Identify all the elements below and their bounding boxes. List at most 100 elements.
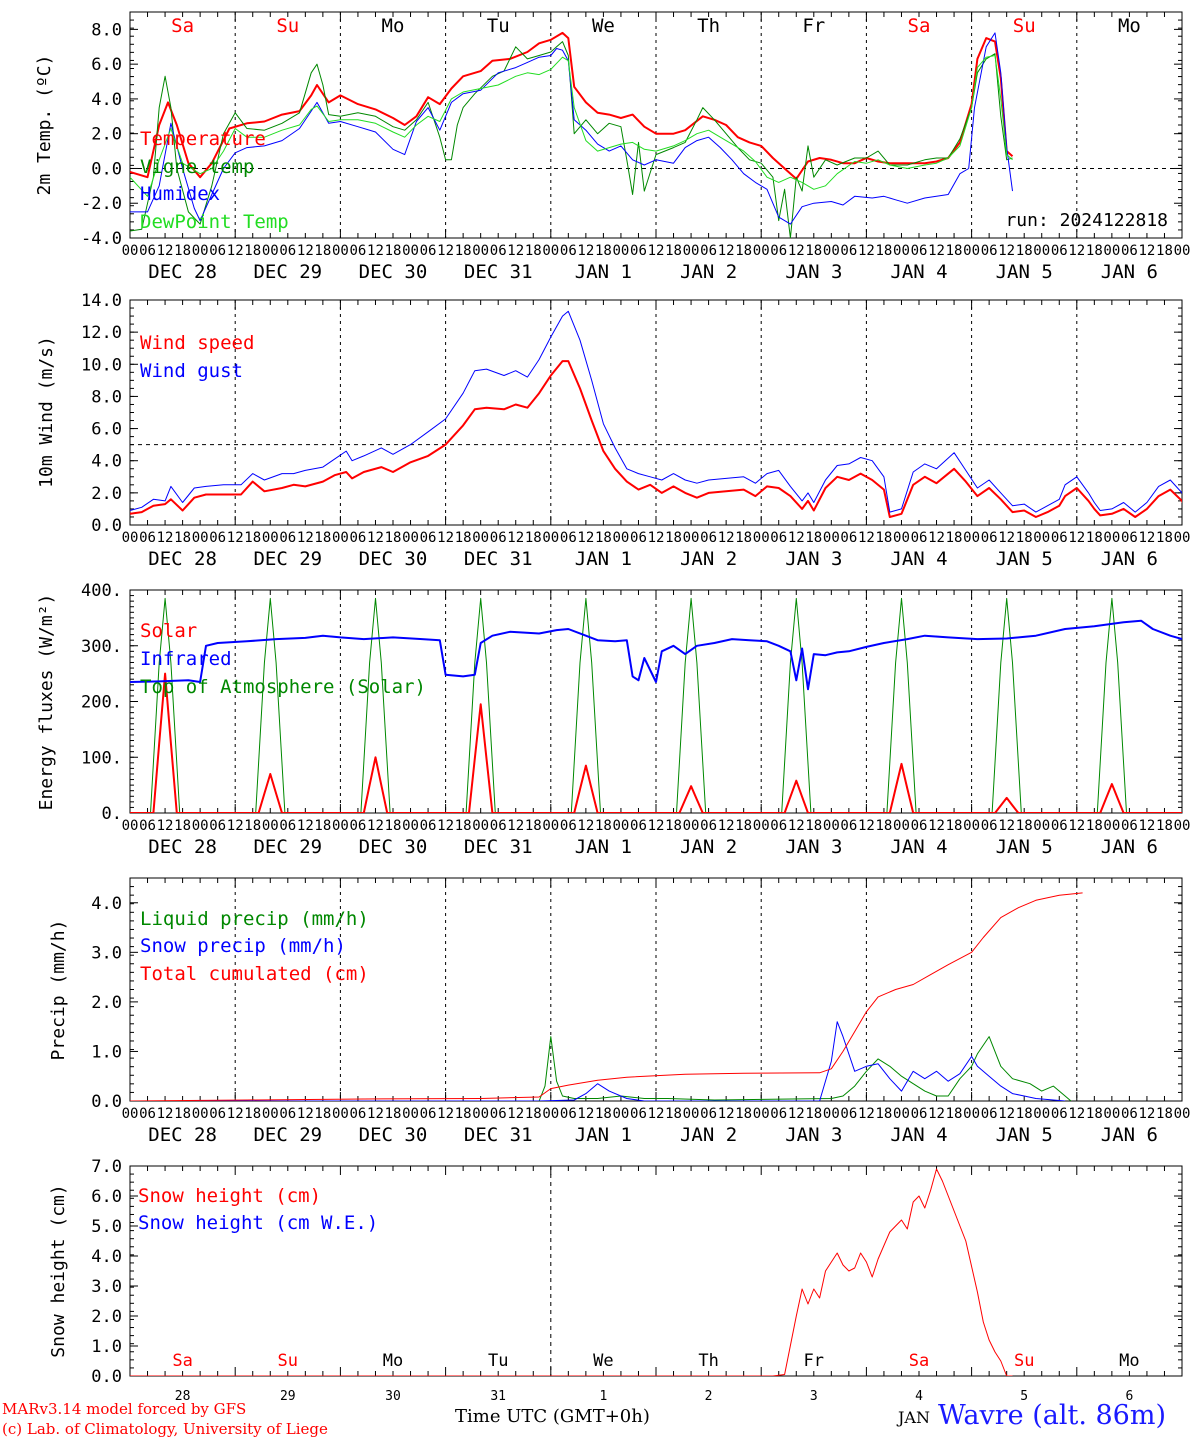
weekday-label: Fr: [802, 15, 825, 37]
y-tick-label: 0.0: [91, 1092, 122, 1112]
date-label: DEC 28: [148, 1124, 217, 1146]
hour-tick-label: 00: [1174, 530, 1191, 546]
hour-tick-label: 12: [437, 818, 454, 834]
y-tick-label: 3.0: [91, 943, 122, 963]
hour-tick-label: 00: [1033, 1106, 1050, 1122]
hour-tick-label: 06: [630, 530, 647, 546]
y-tick-label: -4.0: [81, 229, 122, 249]
legend-entry: Humidex: [140, 183, 220, 205]
hour-tick-label: 00: [1033, 530, 1050, 546]
date-label: JAN 5: [996, 1124, 1053, 1146]
hour-tick-label: 00: [893, 1106, 910, 1122]
y-tick-label: 2.0: [91, 1307, 122, 1327]
hour-tick-label: 00: [753, 530, 770, 546]
hour-tick-label: 06: [490, 818, 507, 834]
panel-4: 00 06 12 18 00 06 12 18 00 06 12 18 00 06 12 18 00 06 12 18…: [48, 877, 1190, 1146]
hour-tick-label: 18: [1156, 530, 1173, 546]
day-number-label: 29: [280, 1389, 296, 1404]
hour-tick-label: 12: [1068, 818, 1085, 834]
hour-tick-label: 12: [788, 1106, 805, 1122]
weekday-label: Su: [276, 15, 299, 37]
hour-tick-label: 00: [753, 818, 770, 834]
date-label: DEC 29: [253, 1124, 322, 1146]
hour-tick-label: 12: [718, 818, 735, 834]
hour-tick-label: 06: [911, 1106, 928, 1122]
hour-tick-label: 12: [437, 243, 454, 259]
hour-tick-label: 06: [279, 1106, 296, 1122]
hour-tick-label: 00: [613, 530, 630, 546]
hour-tick-label: 18: [1086, 1106, 1103, 1122]
hour-tick-label: 18: [1016, 243, 1033, 259]
legend-entry: Top of Atmosphere (Solar): [140, 676, 426, 698]
hour-tick-label: 00: [472, 818, 489, 834]
hour-tick-label: 06: [209, 530, 226, 546]
hour-tick-label: 12: [437, 1106, 454, 1122]
legend-entry: Total cumulated (cm): [140, 963, 369, 985]
legend-entry: Vigne temp: [140, 156, 254, 178]
hour-tick-label: 18: [455, 243, 472, 259]
hour-tick-label: 06: [560, 1106, 577, 1122]
weekday-label: Tu: [488, 1351, 508, 1371]
hour-tick-label: 06: [350, 530, 367, 546]
hour-tick-label: 06: [1121, 530, 1138, 546]
date-label: DEC 31: [464, 261, 533, 283]
hour-tick-label: 06: [420, 530, 437, 546]
hour-tick-label: 00: [192, 243, 209, 259]
hour-tick-label: 18: [1016, 1106, 1033, 1122]
hour-tick-label: 00: [332, 243, 349, 259]
date-label: DEC 30: [359, 548, 428, 570]
hour-tick-label: 06: [840, 243, 857, 259]
hour-tick-label: 00: [402, 243, 419, 259]
weekday-label: Mo: [1118, 15, 1141, 37]
hour-tick-label: 06: [420, 818, 437, 834]
y-tick-label: 14.0: [81, 291, 122, 311]
hour-tick-label: 06: [490, 530, 507, 546]
hour-tick-label: 00: [963, 243, 980, 259]
y-axis-label: 10m Wind (m/s): [36, 336, 57, 488]
hour-tick-label: 12: [437, 530, 454, 546]
y-tick-label: 6.0: [91, 55, 122, 75]
legend-entry: Temperature: [140, 128, 266, 150]
station-label: Wavre (alt. 86m): [938, 1400, 1166, 1431]
hour-tick-label: 18: [385, 243, 402, 259]
hour-tick-label: 06: [209, 243, 226, 259]
hour-tick-label: 18: [525, 243, 542, 259]
series-group: [130, 310, 1182, 518]
y-axis-label: Energy fluxes (W/m²): [36, 594, 57, 811]
hour-tick-label: 00: [472, 1106, 489, 1122]
day-number-label: 2: [705, 1389, 713, 1404]
hour-tick-label: 00: [893, 243, 910, 259]
hour-tick-label: 00: [192, 530, 209, 546]
hour-tick-label: 06: [630, 243, 647, 259]
hour-tick-label: 12: [1068, 530, 1085, 546]
date-label: JAN 5: [996, 548, 1053, 570]
date-label: DEC 30: [359, 261, 428, 283]
y-tick-label: 5.0: [91, 1217, 122, 1237]
hour-tick-label: 18: [1086, 243, 1103, 259]
hour-tick-label: 18: [946, 1106, 963, 1122]
y-tick-label: 12.0: [81, 323, 122, 343]
hour-tick-label: 18: [314, 818, 331, 834]
series-line-4: [130, 55, 1013, 197]
hour-tick-label: 00: [753, 1106, 770, 1122]
hour-tick-label: 12: [998, 1106, 1015, 1122]
hour-tick-label: 00: [472, 243, 489, 259]
hour-tick-label: 00: [1103, 1106, 1120, 1122]
hour-tick-label: 06: [420, 243, 437, 259]
weekday-label: We: [592, 15, 615, 37]
hour-tick-label: 06: [420, 1106, 437, 1122]
y-tick-label: 4.0: [91, 894, 122, 914]
hour-tick-label: 18: [174, 818, 191, 834]
y-tick-label: 8.0: [91, 20, 122, 40]
hour-tick-label: 18: [455, 1106, 472, 1122]
hour-tick-label: 12: [858, 530, 875, 546]
series-group: [130, 892, 1083, 1101]
hour-tick-label: 18: [735, 818, 752, 834]
hour-tick-label: 12: [507, 243, 524, 259]
hour-tick-label: 12: [577, 1106, 594, 1122]
hour-tick-label: 00: [262, 243, 279, 259]
hour-tick-label: 06: [911, 818, 928, 834]
hour-tick-label: 18: [244, 818, 261, 834]
hour-tick-label: 00: [613, 243, 630, 259]
hour-tick-label: 12: [297, 530, 314, 546]
